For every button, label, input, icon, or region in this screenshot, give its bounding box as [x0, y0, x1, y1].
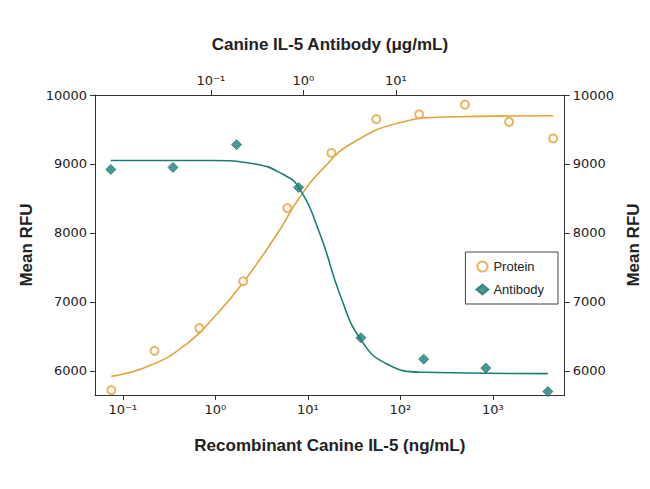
svg-text:7000: 7000 — [573, 294, 606, 309]
svg-text:Canine IL-5 Antibody (μg/mL): Canine IL-5 Antibody (μg/mL) — [212, 35, 448, 54]
svg-text:Recombinant Canine IL-5 (ng/mL: Recombinant Canine IL-5 (ng/mL) — [194, 436, 465, 455]
svg-text:9000: 9000 — [573, 156, 606, 171]
svg-text:6000: 6000 — [54, 363, 87, 378]
svg-text:10²: 10² — [389, 402, 411, 417]
svg-text:10¹: 10¹ — [297, 402, 319, 417]
svg-text:10000: 10000 — [46, 88, 87, 103]
svg-text:10⁰: 10⁰ — [204, 402, 226, 417]
svg-text:9000: 9000 — [54, 156, 87, 171]
svg-text:6000: 6000 — [573, 363, 606, 378]
svg-text:10⁻¹: 10⁻¹ — [109, 402, 138, 417]
svg-text:8000: 8000 — [573, 225, 606, 240]
svg-text:10³: 10³ — [482, 402, 504, 417]
svg-text:8000: 8000 — [54, 225, 87, 240]
svg-text:10¹: 10¹ — [385, 73, 407, 88]
svg-text:10000: 10000 — [573, 88, 614, 103]
svg-text:7000: 7000 — [54, 294, 87, 309]
svg-text:Antibody: Antibody — [493, 282, 544, 297]
svg-text:Mean RFU: Mean RFU — [624, 203, 643, 286]
svg-text:Protein: Protein — [493, 259, 534, 274]
svg-text:10⁰: 10⁰ — [292, 73, 314, 88]
svg-text:10⁻¹: 10⁻¹ — [196, 73, 225, 88]
svg-text:Mean RFU: Mean RFU — [17, 203, 36, 286]
